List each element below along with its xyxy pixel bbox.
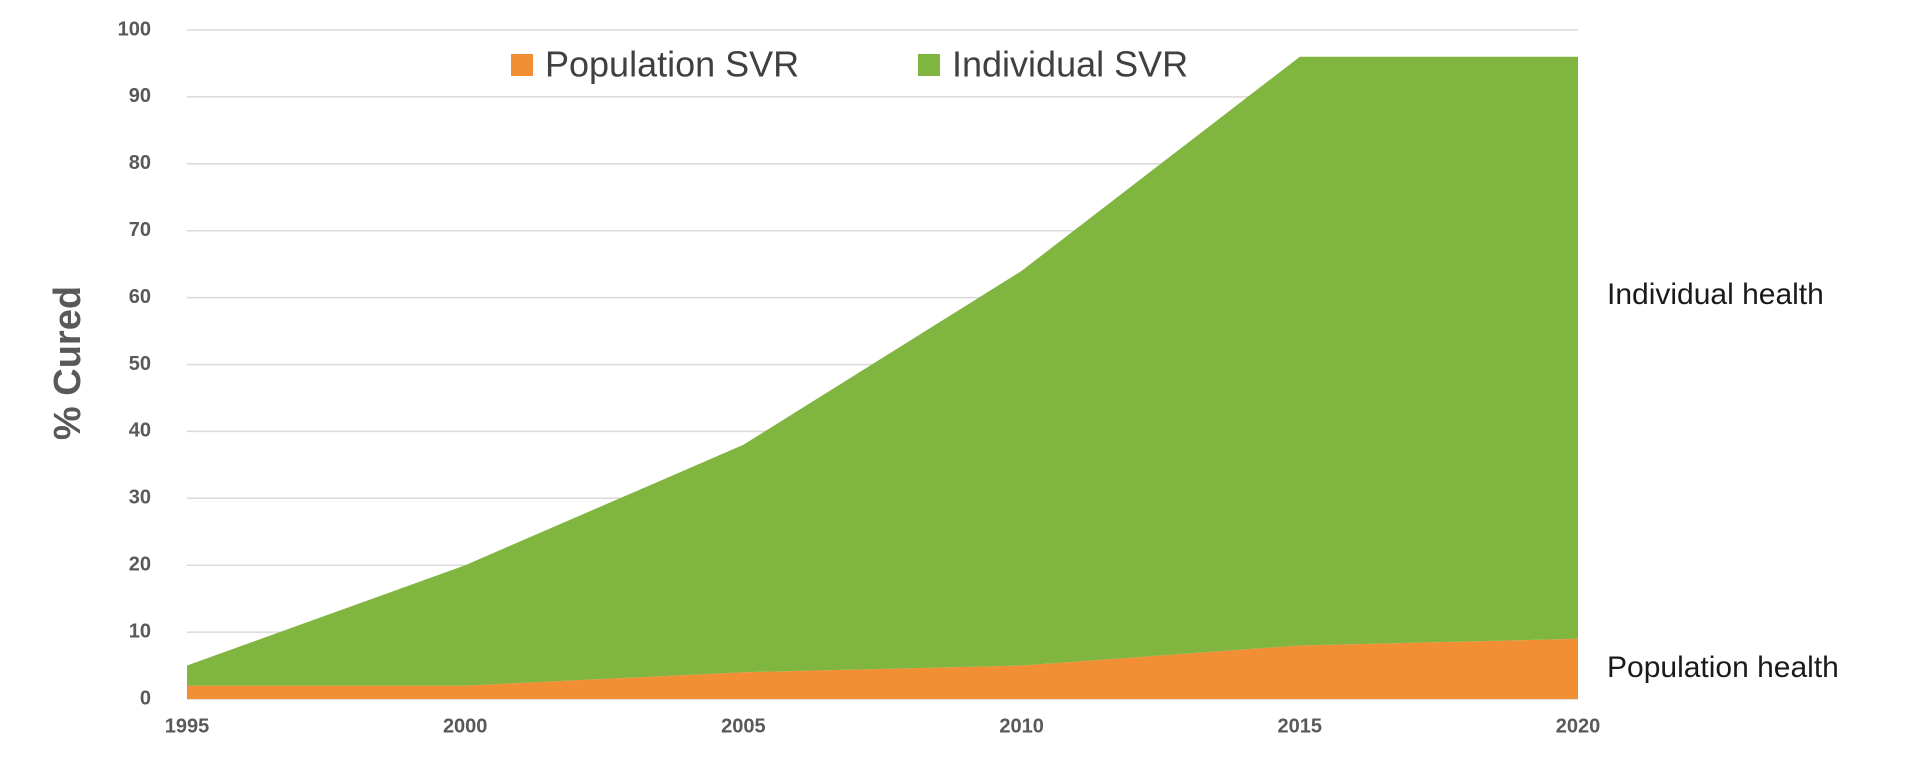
legend-swatch bbox=[511, 54, 533, 76]
y-tick-label: 90 bbox=[129, 85, 151, 107]
x-tick-label: 1995 bbox=[165, 715, 210, 737]
x-tick-label: 2010 bbox=[999, 715, 1044, 737]
y-tick-label: 10 bbox=[129, 620, 151, 642]
y-axis-label: % Cured bbox=[47, 286, 89, 440]
y-tick-label: 80 bbox=[129, 152, 151, 174]
y-tick-label: 0 bbox=[140, 687, 151, 709]
x-tick-label: 2000 bbox=[443, 715, 488, 737]
legend-swatch bbox=[918, 54, 940, 76]
x-tick-label: 2015 bbox=[1278, 715, 1323, 737]
y-tick-label: 40 bbox=[129, 420, 151, 442]
legend-label: Population SVR bbox=[545, 44, 799, 85]
area bbox=[187, 638, 1578, 699]
y-tick-label: 50 bbox=[129, 353, 151, 375]
area bbox=[187, 56, 1578, 686]
y-tick-label: 60 bbox=[129, 286, 151, 308]
x-tick-label: 2020 bbox=[1556, 715, 1601, 737]
annotation: Individual health bbox=[1607, 278, 1824, 311]
annotation: Population health bbox=[1607, 651, 1839, 684]
y-tick-label: 20 bbox=[129, 553, 151, 575]
y-tick-label: 70 bbox=[129, 219, 151, 241]
y-tick-label: 30 bbox=[129, 487, 151, 509]
x-tick-label: 2005 bbox=[721, 715, 766, 737]
y-tick-label: 100 bbox=[118, 18, 151, 40]
legend-label: Individual SVR bbox=[952, 44, 1188, 85]
